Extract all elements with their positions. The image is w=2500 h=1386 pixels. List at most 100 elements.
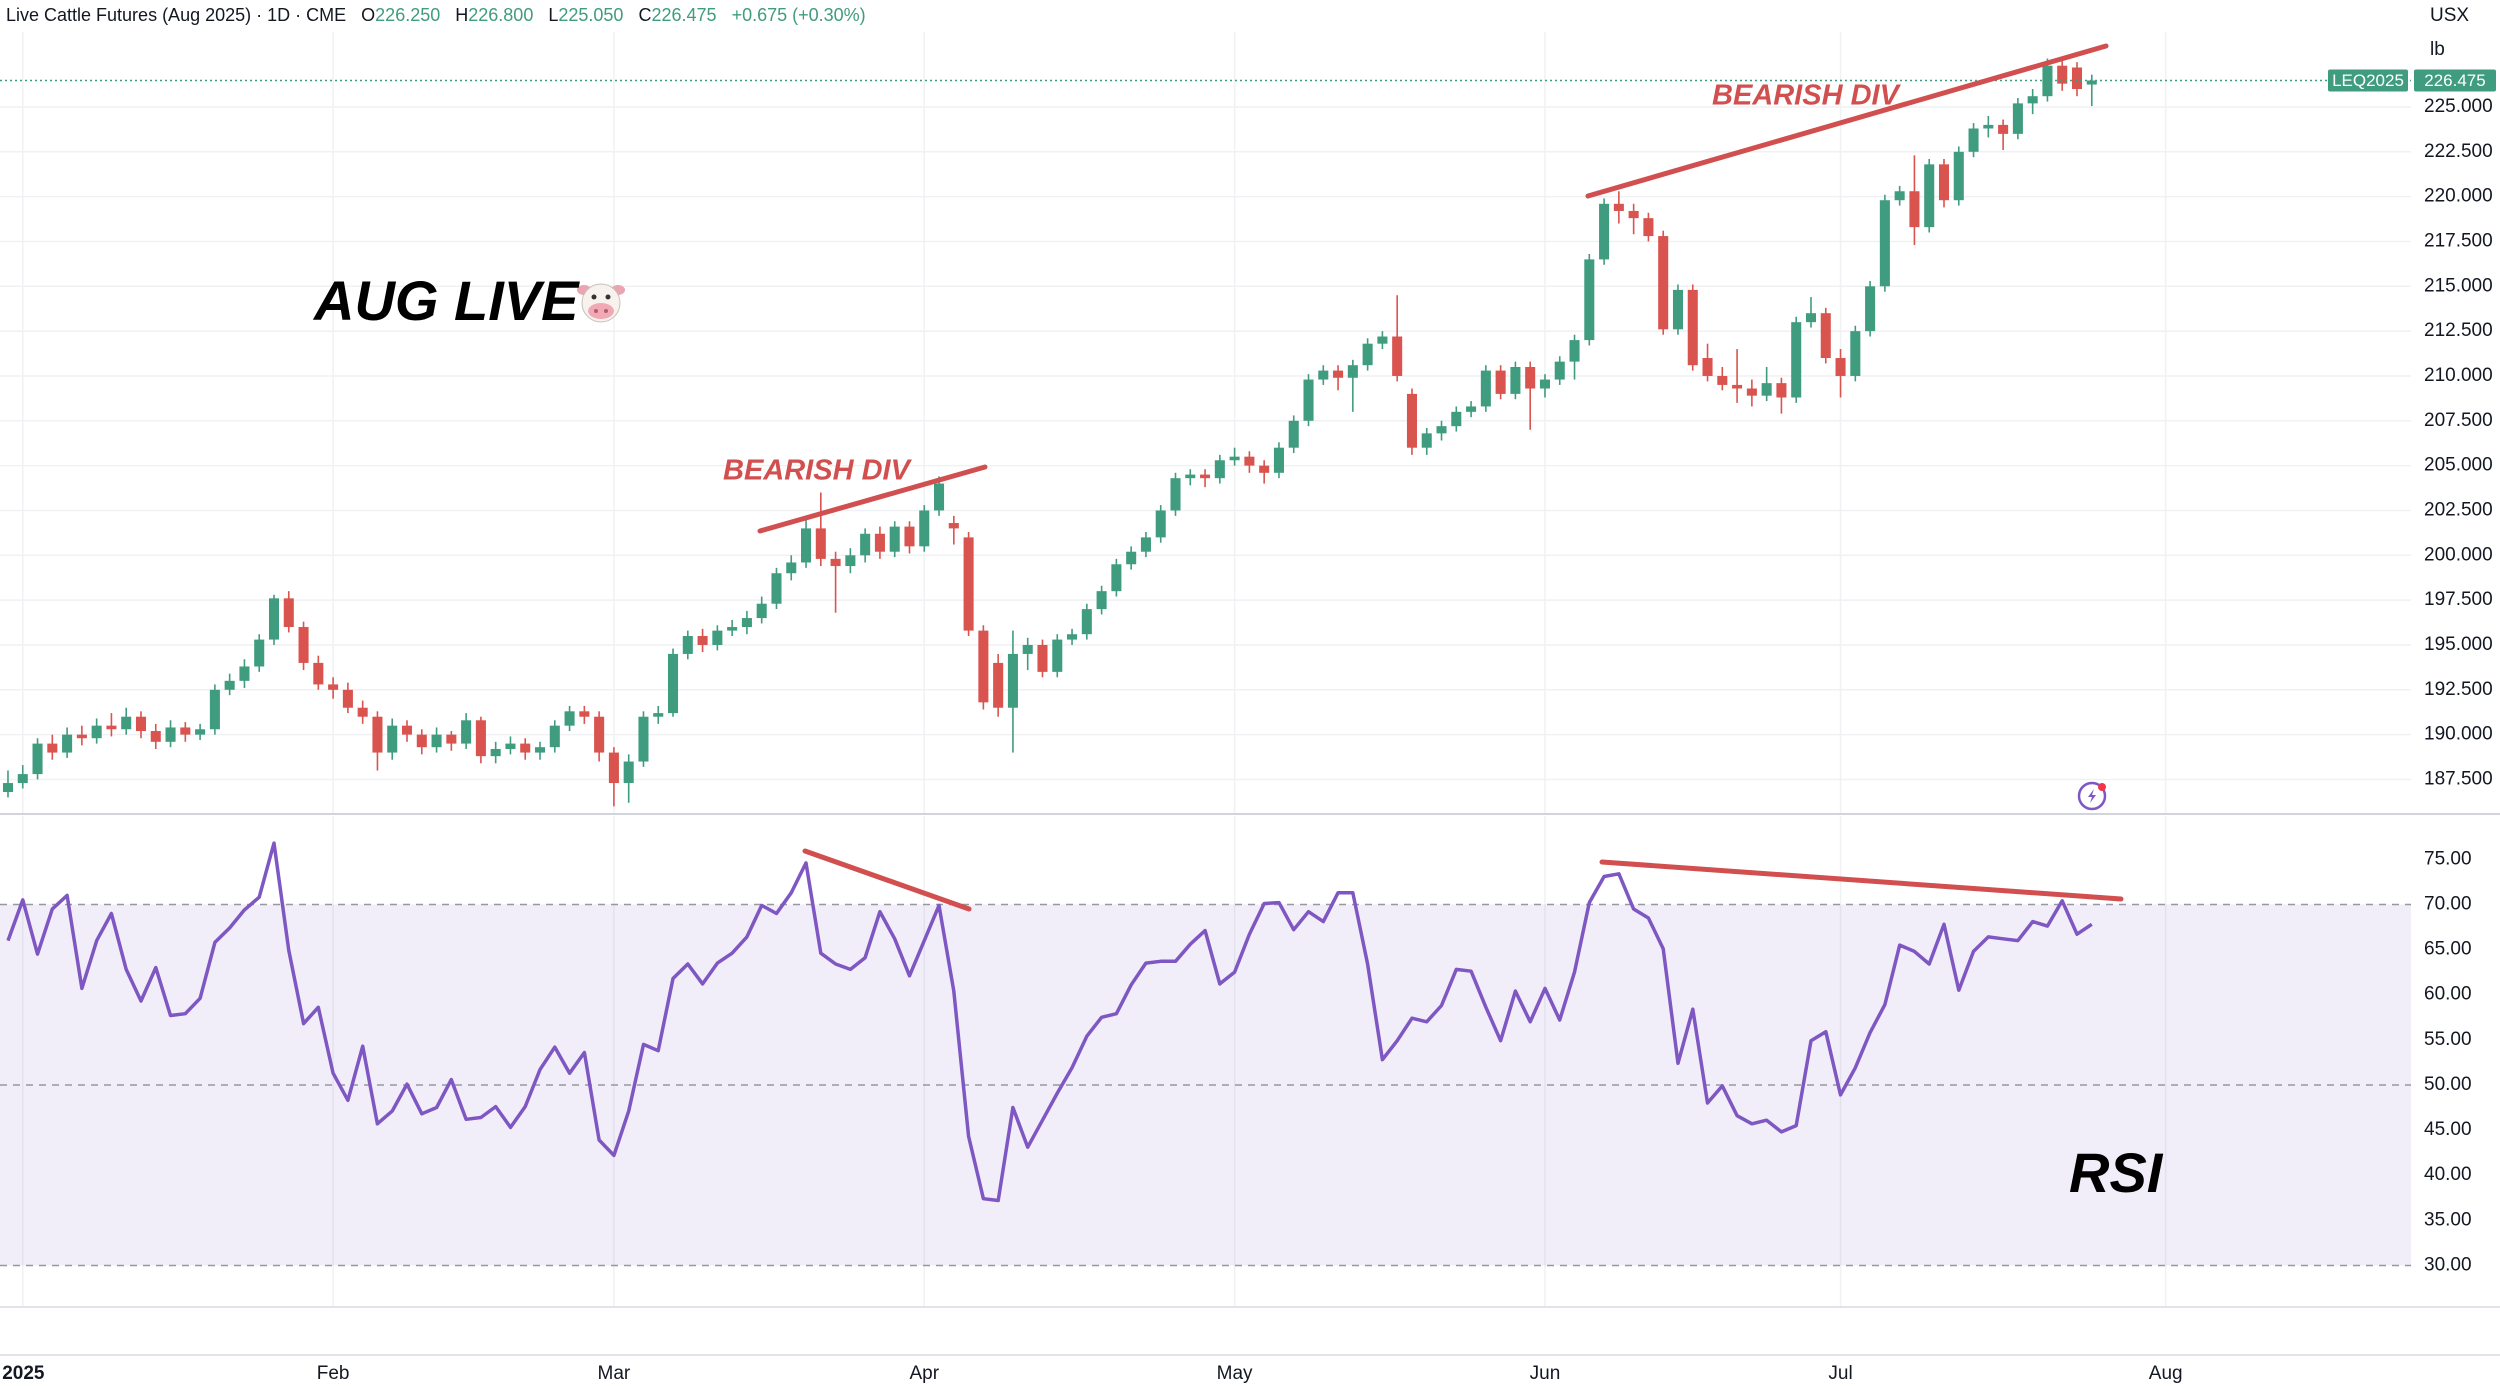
candle-body — [1865, 286, 1876, 332]
rsi-line — [6, 841, 2093, 1203]
candle-body — [1835, 358, 1846, 376]
candle-body — [608, 752, 619, 784]
candle-body — [1658, 236, 1669, 330]
candle-body — [1746, 388, 1757, 396]
candle-body — [357, 707, 368, 717]
candle-body — [1983, 124, 1994, 129]
candle-body — [2086, 80, 2097, 85]
candle-body — [727, 627, 738, 631]
candle-body — [254, 639, 265, 667]
y-tick-label: 30.00 — [2424, 1254, 2472, 1275]
candle-body — [1111, 564, 1122, 592]
candle-body — [1185, 474, 1196, 479]
candle-body — [1968, 128, 1979, 152]
grid-layer — [0, 32, 2411, 1307]
candle-body — [1214, 460, 1225, 479]
candle-body — [1584, 259, 1595, 341]
y-tick-label: 210.000 — [2424, 365, 2493, 386]
y-tick-label: 75.00 — [2424, 848, 2472, 869]
candle-body — [1303, 379, 1314, 421]
candle-body — [446, 734, 457, 744]
mark-layer — [0, 58, 2411, 1267]
y-tick-label: 55.00 — [2424, 1029, 2472, 1050]
symbol-badge — [2328, 69, 2408, 92]
candle-body — [1200, 474, 1211, 479]
candle-body — [1392, 336, 1403, 376]
candle-body — [1081, 609, 1092, 635]
candle-body — [1140, 537, 1151, 552]
candle-body — [904, 526, 915, 547]
candle-body — [1672, 289, 1684, 330]
trend-line — [757, 464, 988, 534]
candle-body — [1495, 370, 1506, 394]
candle-body — [1155, 510, 1166, 538]
change-label: +0.675 (+0.30%) — [732, 5, 866, 25]
y-tick-label: 190.000 — [2424, 724, 2493, 745]
candle-body — [830, 558, 841, 567]
candle-body — [1599, 203, 1610, 260]
y-tick-label: 50.00 — [2424, 1074, 2472, 1095]
candle-body — [1037, 644, 1048, 672]
y-tick-label: 225.000 — [2424, 96, 2493, 117]
y-tick-label: 215.000 — [2424, 275, 2493, 296]
y-tick-label: 192.500 — [2424, 679, 2493, 700]
candle-body — [579, 711, 590, 717]
chart-header: Live Cattle Futures (Aug 2025) · 1D · CM… — [6, 5, 866, 25]
candle-body — [401, 725, 413, 735]
candle-body — [1022, 644, 1033, 654]
candle-body — [17, 774, 28, 784]
candle-body — [224, 680, 235, 690]
candle-body — [1702, 358, 1713, 376]
candle-body — [1613, 203, 1624, 211]
candle-body — [682, 635, 693, 654]
candle-body — [1525, 366, 1536, 389]
candle-body — [106, 725, 117, 730]
candle-body — [47, 743, 58, 753]
candle-body — [1480, 370, 1491, 407]
last-price-badge — [2414, 69, 2496, 92]
ohlc-value: 226.250 — [375, 5, 440, 25]
candle-body — [1879, 200, 1890, 287]
candle-body — [1170, 478, 1181, 511]
candle-body — [993, 662, 1004, 708]
candle-body — [1776, 383, 1787, 398]
y-tick-label: 187.500 — [2424, 768, 2493, 789]
candle-body — [372, 716, 383, 753]
y-tick-label: 212.500 — [2424, 320, 2493, 341]
candle-body — [121, 716, 132, 730]
ohlc-key: H — [455, 5, 468, 25]
candle-body — [1007, 653, 1018, 708]
candle-body — [667, 653, 679, 714]
candle-body — [62, 734, 73, 753]
y-tick-label: 35.00 — [2424, 1209, 2472, 1230]
candle-body — [387, 725, 398, 753]
ohlc-key: L — [548, 5, 558, 25]
candle-body — [2071, 67, 2083, 90]
candle-body — [342, 689, 353, 708]
candle-body — [1791, 322, 1802, 398]
x-tick-label: 2025 — [2, 1363, 45, 1384]
candle-body — [313, 662, 324, 685]
candle-body — [165, 727, 176, 742]
candle-body — [1067, 634, 1078, 640]
chart-title: Live Cattle Futures (Aug 2025) · 1D · CM… — [6, 5, 346, 25]
candle-body — [1510, 366, 1521, 394]
ohlc-value: 226.475 — [651, 5, 716, 25]
rsi-band — [0, 904, 2411, 1266]
candle-body — [712, 630, 723, 645]
candle-body — [475, 720, 486, 757]
candle-body — [1451, 411, 1462, 427]
candle-body — [534, 747, 546, 753]
y-tick-label: 217.500 — [2424, 230, 2493, 251]
candle-body — [978, 630, 989, 703]
y-tick-label: 197.500 — [2424, 589, 2493, 610]
unit-label: lb — [2430, 39, 2445, 60]
candle-body — [653, 713, 664, 717]
candle-body — [1273, 447, 1284, 473]
candle-body — [150, 731, 161, 742]
candle-body — [948, 523, 959, 529]
x-tick-label: Jul — [1828, 1363, 1852, 1384]
candle-body — [1421, 433, 1432, 448]
candle-body — [1761, 383, 1772, 396]
